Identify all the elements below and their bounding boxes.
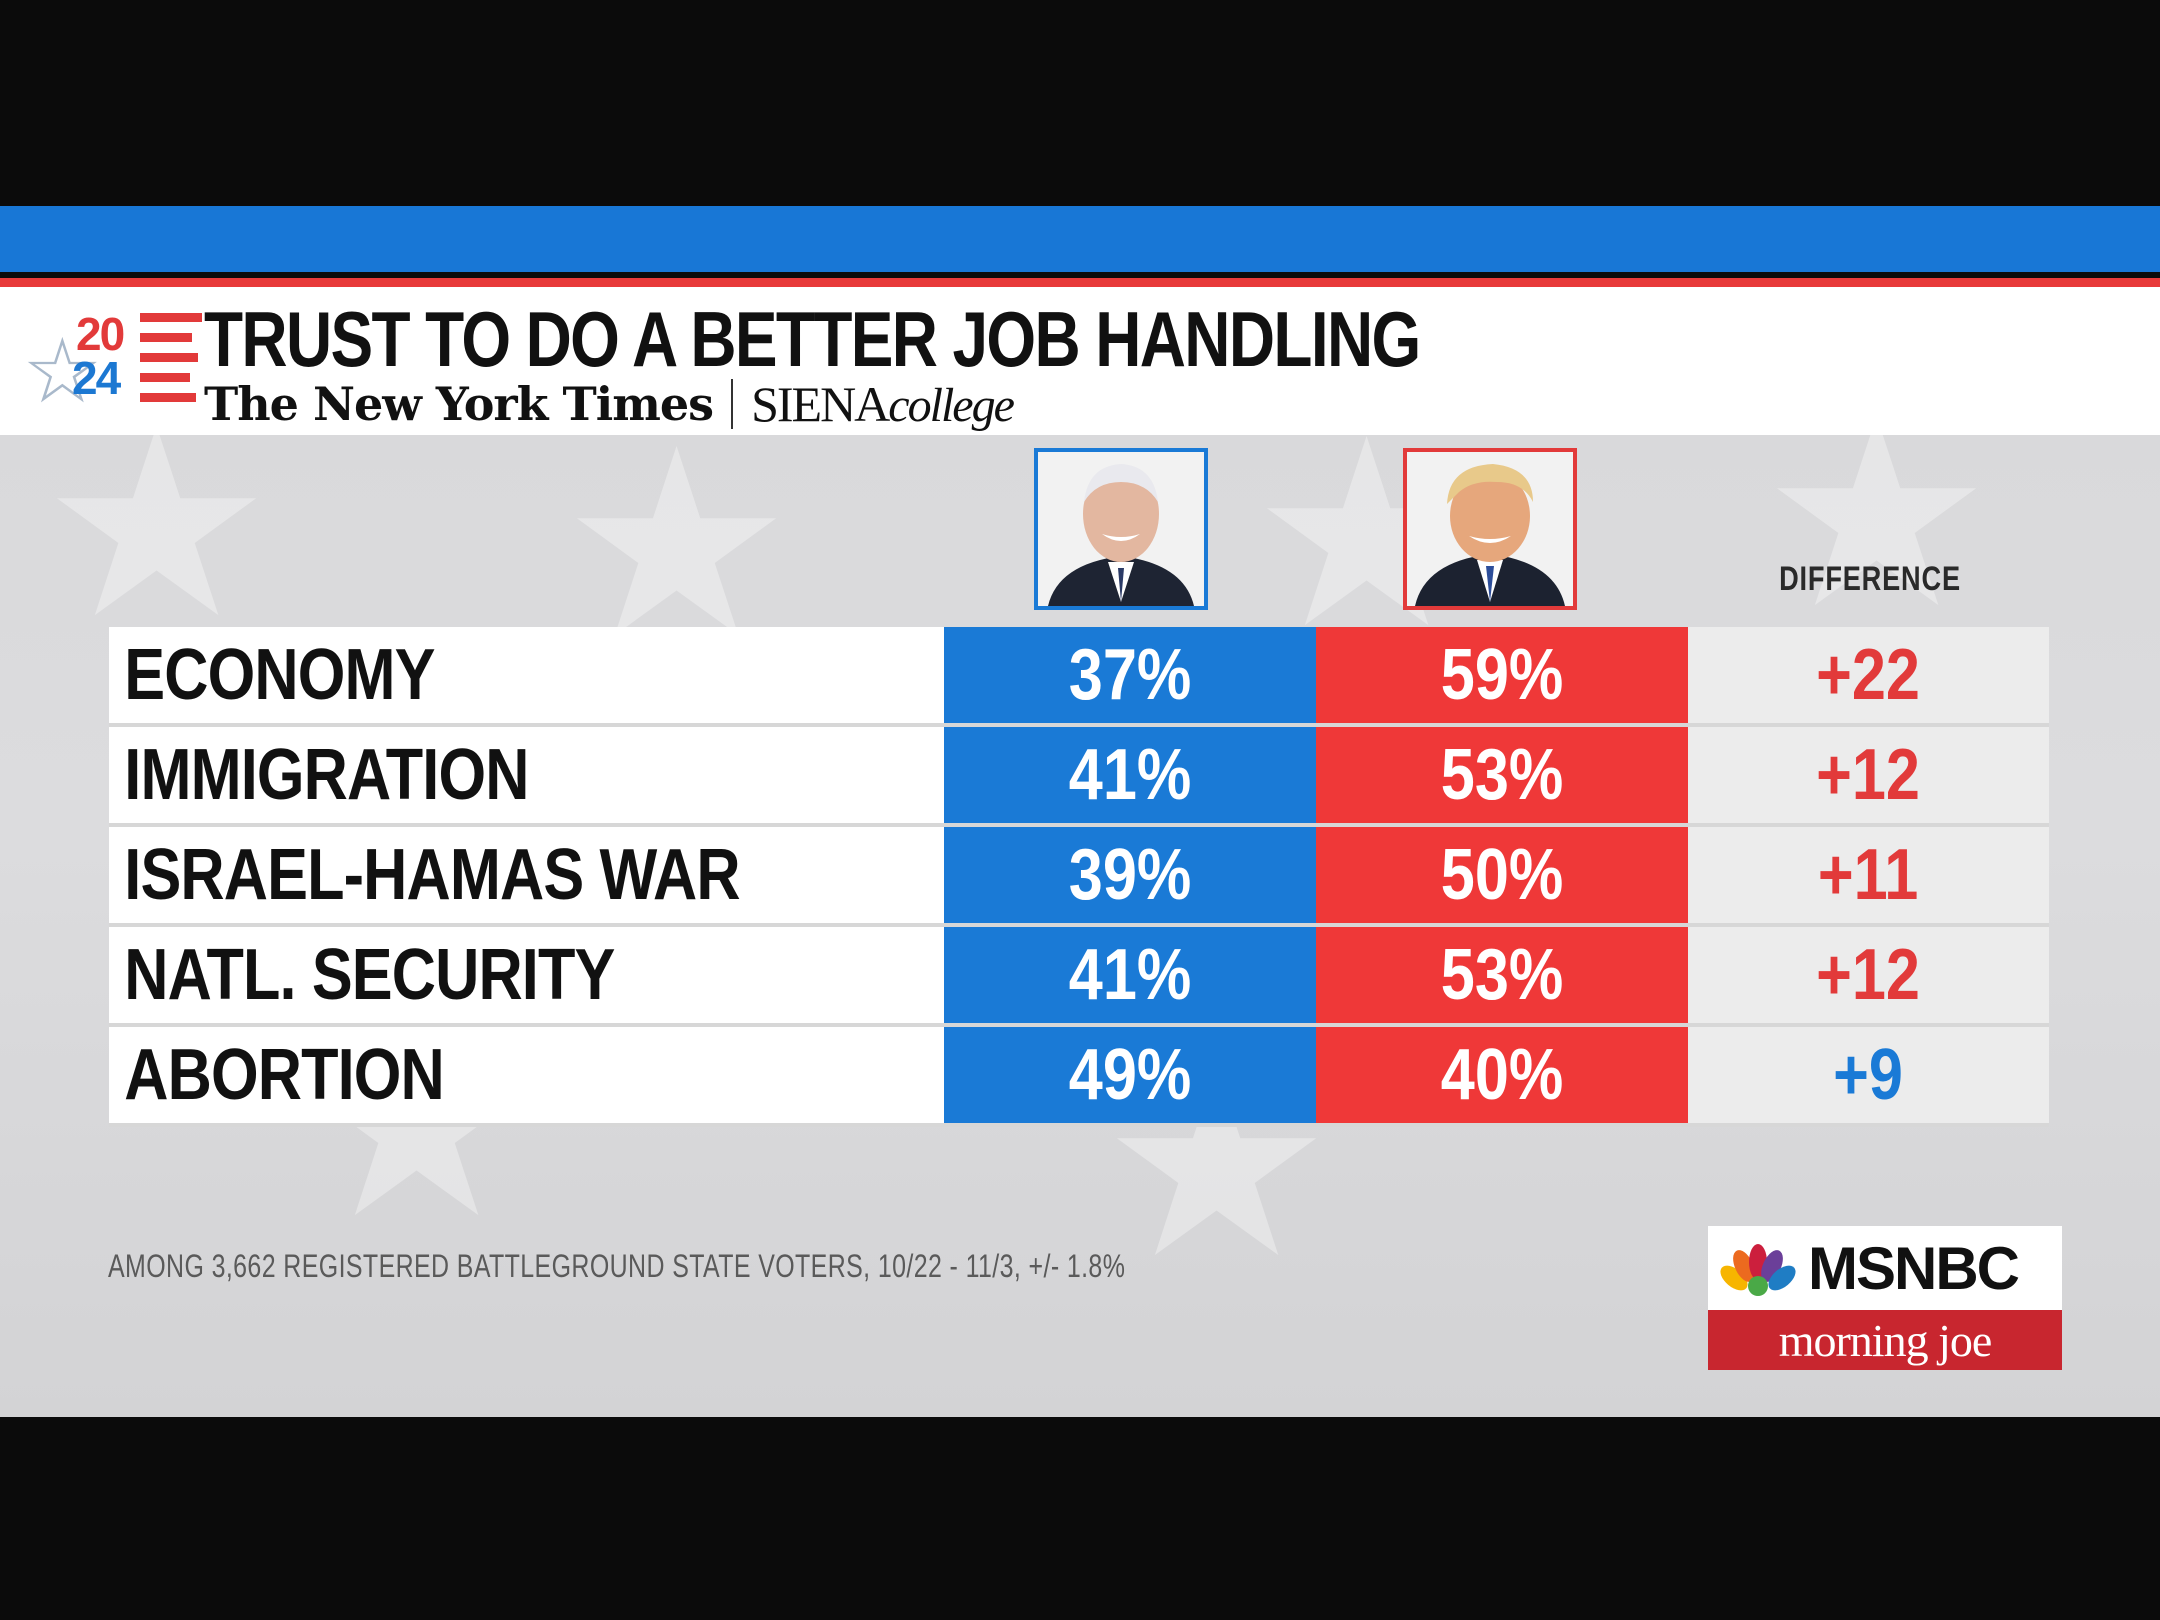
logo-stripe	[140, 373, 190, 382]
trump-share-cell: 59%	[1316, 627, 1688, 723]
biden-share-value: 39%	[1068, 835, 1192, 915]
trump-share-value: 59%	[1440, 635, 1564, 715]
survey-footnote: AMONG 3,662 REGISTERED BATTLEGROUND STAT…	[108, 1248, 1126, 1284]
issue-cell: NATL. SECURITY	[109, 927, 944, 1023]
row-divider	[109, 823, 2049, 827]
issue-cell: ECONOMY	[109, 627, 944, 723]
row-divider	[109, 1023, 2049, 1027]
biden-share-value: 41%	[1068, 735, 1192, 815]
issue-cell: ISRAEL-HAMAS WAR	[109, 827, 944, 923]
trump-share-cell: 53%	[1316, 927, 1688, 1023]
logo-stripe	[140, 313, 202, 322]
peacock-icon	[1720, 1244, 1796, 1296]
table-row: ABORTION 49% 40% +9	[109, 1027, 2049, 1127]
header-bar	[0, 287, 2160, 435]
trump-share-cell: 40%	[1316, 1027, 1688, 1123]
issue-value: IMMIGRATION	[124, 735, 529, 815]
row-divider	[109, 923, 2049, 927]
biden-share-cell: 49%	[944, 1027, 1316, 1123]
msnbc-morning-joe-badge: MSNBC morning joe	[1708, 1226, 2062, 1370]
star-outline-icon: ☆	[22, 322, 103, 422]
siena-sub: college	[888, 379, 1015, 432]
show-bar: morning joe	[1708, 1310, 2062, 1370]
top-red-line	[0, 278, 2160, 287]
trump-portrait-icon	[1407, 452, 1573, 606]
issue-cell: ABORTION	[109, 1027, 944, 1123]
row-divider	[109, 723, 2049, 727]
issue-value: NATL. SECURITY	[124, 935, 615, 1015]
trump-share-value: 50%	[1440, 835, 1564, 915]
table-row: IMMIGRATION 41% 53% +12	[109, 727, 2049, 827]
msnbc-wordmark: MSNBC	[1808, 1234, 2020, 1302]
logo-stripe	[140, 353, 198, 362]
difference-cell: +12	[1688, 727, 2049, 823]
graphic-title: TRUST TO DO A BETTER JOB HANDLING	[204, 295, 1421, 383]
biden-share-cell: 37%	[944, 627, 1316, 723]
trump-share-cell: 53%	[1316, 727, 1688, 823]
biden-share-cell: 41%	[944, 927, 1316, 1023]
top-blue-band	[0, 206, 2160, 272]
trump-photo	[1403, 448, 1577, 610]
difference-value: +9	[1833, 1035, 1904, 1115]
nyt-wordmark: The New York Times	[204, 377, 714, 431]
difference-value: +12	[1816, 735, 1921, 815]
issue-value: ABORTION	[124, 1035, 444, 1115]
table-row: NATL. SECURITY 41% 53% +12	[109, 927, 2049, 1027]
siena-wordmark: SIENAcollege	[751, 375, 1015, 433]
biden-share-value: 37%	[1068, 635, 1192, 715]
biden-share-cell: 41%	[944, 727, 1316, 823]
difference-cell: +22	[1688, 627, 2049, 723]
background-star-icon: ★	[40, 435, 274, 670]
trump-share-value: 53%	[1440, 735, 1564, 815]
poll-table: ECONOMY 37% 59% +22 IMMIGRATION 41% 53% +12 ISRA…	[109, 627, 2049, 1127]
msnbc-logo: MSNBC	[1708, 1226, 2062, 1310]
biden-share-value: 41%	[1068, 935, 1192, 1015]
difference-value: +12	[1816, 935, 1921, 1015]
difference-value: +11	[1818, 835, 1919, 915]
issue-value: ECONOMY	[124, 635, 435, 715]
table-row: ECONOMY 37% 59% +22	[109, 627, 2049, 727]
siena-main: SIENA	[751, 376, 890, 432]
difference-value: +22	[1816, 635, 1921, 715]
logo-year-top: 20	[76, 308, 125, 360]
show-name: morning joe	[1778, 1314, 1993, 1366]
biden-portrait-icon	[1038, 452, 1204, 606]
poll-sources: The New York Times SIENAcollege	[204, 375, 1015, 433]
table-row: ISRAEL-HAMAS WAR 39% 50% +11	[109, 827, 2049, 927]
issue-value: ISRAEL-HAMAS WAR	[124, 835, 740, 915]
biden-share-cell: 39%	[944, 827, 1316, 923]
trump-share-value: 53%	[1440, 935, 1564, 1015]
biden-share-value: 49%	[1068, 1035, 1192, 1115]
logo-stripe	[140, 393, 196, 402]
logo-year-bottom: 24	[72, 352, 121, 404]
biden-photo	[1034, 448, 1208, 610]
difference-cell: +9	[1688, 1027, 2049, 1123]
trump-share-value: 40%	[1440, 1035, 1564, 1115]
election-2024-logo: ☆ 20 24	[22, 305, 202, 422]
difference-column-header: DIFFERENCE	[1779, 560, 1961, 598]
issue-cell: IMMIGRATION	[109, 727, 944, 823]
background-star-icon: ★	[1760, 435, 1994, 660]
row-divider	[109, 1123, 2049, 1127]
trump-share-cell: 50%	[1316, 827, 1688, 923]
source-divider	[731, 379, 734, 429]
difference-cell: +11	[1688, 827, 2049, 923]
difference-cell: +12	[1688, 927, 2049, 1023]
logo-stripe	[140, 333, 192, 342]
